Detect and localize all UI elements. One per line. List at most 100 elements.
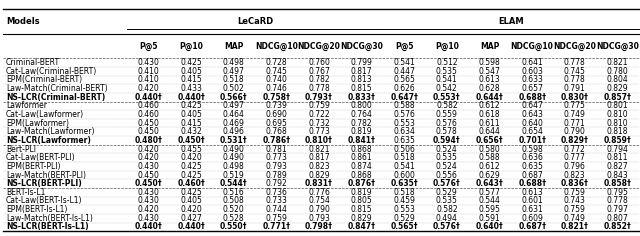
Text: Law-Match(BERT-ls-L1): Law-Match(BERT-ls-L1) [6, 214, 93, 223]
Text: 0.425: 0.425 [180, 58, 202, 67]
Text: 0.430: 0.430 [138, 162, 159, 171]
Text: 0.821: 0.821 [607, 58, 628, 67]
Text: 0.425: 0.425 [180, 101, 202, 110]
Text: 0.821: 0.821 [308, 145, 330, 154]
Text: 0.432: 0.432 [180, 127, 202, 136]
Text: NDCG@30: NDCG@30 [596, 42, 639, 51]
Text: 0.425: 0.425 [180, 162, 202, 171]
Text: 0.450†: 0.450† [134, 179, 163, 188]
Text: 0.535: 0.535 [436, 197, 458, 206]
Text: 0.430: 0.430 [138, 197, 159, 206]
Text: 0.759: 0.759 [266, 214, 287, 223]
Text: 0.868: 0.868 [351, 171, 372, 180]
Text: 0.541: 0.541 [394, 58, 415, 67]
Text: 0.531†: 0.531† [220, 136, 248, 145]
Text: 0.644: 0.644 [479, 127, 500, 136]
Text: 0.831†: 0.831† [305, 179, 333, 188]
Text: 0.635†: 0.635† [390, 179, 418, 188]
Text: 0.425: 0.425 [180, 188, 202, 197]
Text: 0.518: 0.518 [394, 188, 415, 197]
Text: 0.795: 0.795 [607, 188, 628, 197]
Text: 0.749: 0.749 [564, 214, 586, 223]
Text: 0.797: 0.797 [607, 205, 628, 214]
Text: Law-Match(BERT-PLI): Law-Match(BERT-PLI) [6, 171, 86, 180]
Text: 0.641: 0.641 [521, 58, 543, 67]
Text: 0.430: 0.430 [138, 188, 159, 197]
Text: 0.794: 0.794 [607, 145, 628, 154]
Text: 0.746: 0.746 [266, 84, 287, 93]
Text: 0.420: 0.420 [180, 153, 202, 162]
Text: 0.782: 0.782 [351, 119, 372, 128]
Text: 0.861: 0.861 [351, 153, 372, 162]
Text: P@5: P@5 [395, 42, 413, 51]
Text: 0.687: 0.687 [521, 171, 543, 180]
Text: 0.529: 0.529 [436, 188, 458, 197]
Text: 0.506: 0.506 [394, 145, 415, 154]
Text: 0.740: 0.740 [266, 75, 287, 84]
Text: 0.876†: 0.876† [348, 179, 376, 188]
Text: 0.447: 0.447 [394, 67, 415, 76]
Text: 0.819: 0.819 [351, 188, 372, 197]
Text: EPM(Lawformer): EPM(Lawformer) [6, 119, 68, 128]
Text: 0.847†: 0.847† [348, 223, 376, 232]
Text: Cat-Law(BERT-ls-L1): Cat-Law(BERT-ls-L1) [6, 197, 83, 206]
Text: 0.450: 0.450 [138, 171, 159, 180]
Text: 0.628: 0.628 [479, 84, 500, 93]
Text: 0.535: 0.535 [436, 153, 458, 162]
Text: 0.420: 0.420 [180, 205, 202, 214]
Text: 0.518: 0.518 [394, 153, 415, 162]
Text: 0.494: 0.494 [436, 214, 458, 223]
Text: 0.635: 0.635 [394, 136, 415, 145]
Text: 0.760: 0.760 [308, 58, 330, 67]
Text: 0.508: 0.508 [223, 197, 244, 206]
Text: 0.498: 0.498 [223, 58, 244, 67]
Text: 0.801: 0.801 [607, 101, 628, 110]
Text: 0.830†: 0.830† [561, 93, 589, 102]
Text: 0.821†: 0.821† [561, 223, 589, 232]
Text: 0.578: 0.578 [436, 127, 458, 136]
Text: Criminal-BERT: Criminal-BERT [6, 58, 60, 67]
Text: 0.793†: 0.793† [305, 93, 333, 102]
Text: 0.657: 0.657 [521, 84, 543, 93]
Text: Models: Models [6, 17, 40, 26]
Text: 0.745: 0.745 [266, 67, 287, 76]
Text: 0.455: 0.455 [180, 145, 202, 154]
Text: 0.739: 0.739 [266, 101, 287, 110]
Text: 0.781: 0.781 [266, 145, 287, 154]
Text: 0.440†: 0.440† [177, 223, 205, 232]
Text: 0.817: 0.817 [308, 153, 330, 162]
Text: 0.582: 0.582 [436, 101, 458, 110]
Text: 0.440†: 0.440† [134, 93, 163, 102]
Text: 0.541: 0.541 [436, 75, 458, 84]
Text: 0.635: 0.635 [521, 162, 543, 171]
Text: 0.743: 0.743 [564, 197, 586, 206]
Text: 0.829: 0.829 [351, 214, 372, 223]
Text: 0.601: 0.601 [521, 197, 543, 206]
Text: 0.811: 0.811 [607, 153, 628, 162]
Text: 0.598: 0.598 [479, 58, 500, 67]
Text: NDCG@20: NDCG@20 [298, 42, 340, 51]
Text: 0.733: 0.733 [266, 197, 287, 206]
Text: 0.433: 0.433 [180, 84, 202, 93]
Text: 0.800: 0.800 [351, 101, 372, 110]
Text: 0.594†: 0.594† [433, 136, 461, 145]
Text: 0.544†: 0.544† [220, 179, 248, 188]
Text: 0.550†: 0.550† [220, 223, 248, 232]
Text: 0.793: 0.793 [266, 162, 287, 171]
Text: 0.773: 0.773 [266, 153, 287, 162]
Text: 0.502: 0.502 [223, 84, 244, 93]
Text: 0.759: 0.759 [308, 101, 330, 110]
Text: 0.817: 0.817 [351, 67, 372, 76]
Text: LeCaRD: LeCaRD [237, 17, 273, 26]
Text: 0.656†: 0.656† [476, 136, 503, 145]
Text: 0.786†: 0.786† [262, 136, 291, 145]
Text: 0.542: 0.542 [436, 84, 458, 93]
Text: 0.415: 0.415 [180, 75, 202, 84]
Text: 0.576†: 0.576† [433, 179, 461, 188]
Text: 0.823: 0.823 [564, 171, 586, 180]
Text: 0.459: 0.459 [394, 197, 415, 206]
Text: 0.580: 0.580 [479, 145, 500, 154]
Text: 0.841†: 0.841† [348, 136, 376, 145]
Text: 0.425: 0.425 [180, 171, 202, 180]
Text: Cat-Law(Criminal-BERT): Cat-Law(Criminal-BERT) [6, 67, 97, 76]
